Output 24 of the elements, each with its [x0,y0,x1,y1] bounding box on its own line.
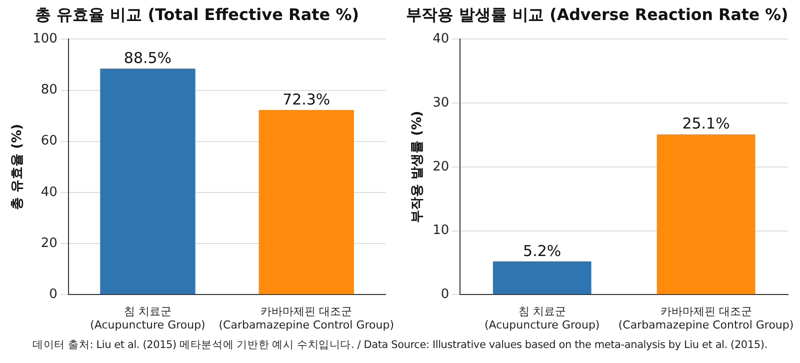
data-label: 5.2% [523,242,562,260]
y-tick-label: 20 [40,236,58,251]
x-tick-label: 침 치료군 (Acupuncture Group) [90,305,206,332]
y-tick-label: 60 [40,134,58,149]
x-tick-label: 카바마제핀 대조군 (Carbamazepine Control Group) [618,305,794,332]
data-label: 25.1% [682,114,730,133]
y-axis-title: 총 유효율 (%) [10,124,26,210]
y-tick-label: 40 [432,32,450,47]
y-tick-label: 40 [40,184,58,200]
x-tick-label: 카바마제핀 대조군 (Carbamazepine Control Group) [218,305,394,332]
y-tick-label: 100 [32,32,58,47]
y-tick-label: 80 [40,82,58,98]
chart-title: 총 유효율 비교 (Total Effective Rate %) [34,4,360,24]
y-axis-title: 부작용 발생률 (%) [410,110,426,223]
y-tick-label: 10 [432,223,450,238]
y-tick-label: 0 [440,286,450,302]
chart-title: 부작용 발생률 비교 (Adverse Reaction Rate %) [406,4,788,24]
data-label: 88.5% [124,48,172,67]
y-tick-label: 0 [49,286,58,302]
text: 데이터 출처: Liu et al. (2015) 메타분석에 기반한 예시 수치입니다. / Data Source: Illustrative values based on the meta-analysis by Liu et al. (2015). [32,338,768,353]
y-tick-label: 30 [432,95,450,110]
data-label: 72.3% [282,90,330,108]
y-tick-label: 20 [432,159,450,174]
x-tick-label: 침 치료군 (Acupuncture Group) [484,305,600,332]
